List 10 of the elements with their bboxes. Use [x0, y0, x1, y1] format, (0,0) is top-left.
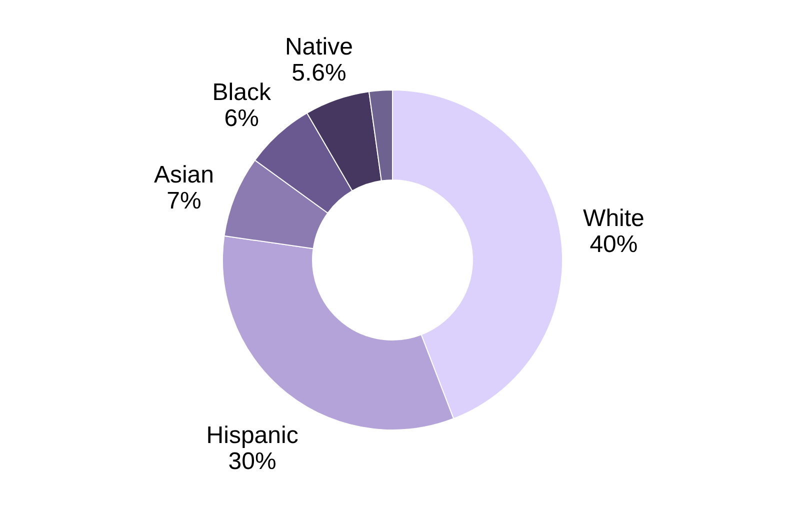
slice-label: Black [212, 79, 272, 106]
data-label: 6% [224, 105, 259, 132]
data-label: 7% [166, 188, 202, 215]
data-label: 30% [228, 448, 276, 475]
slice-label: Asian [154, 162, 214, 189]
data-label: 40% [590, 230, 638, 258]
slice-label: Hispanic [206, 422, 298, 449]
slice-label: White [583, 204, 644, 232]
data-label: 5.6% [292, 59, 346, 86]
slice-label: Native [284, 33, 353, 60]
